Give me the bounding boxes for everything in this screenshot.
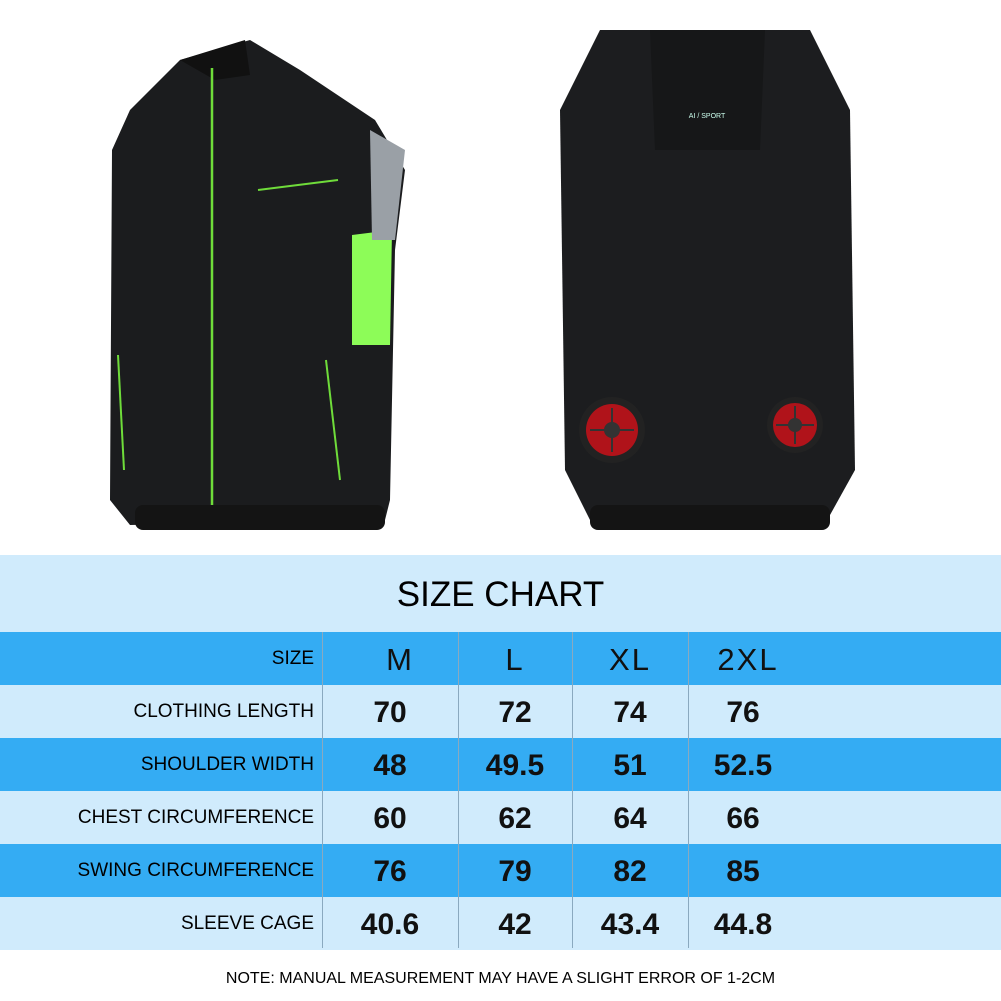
divider xyxy=(458,632,459,948)
row-value: 60 xyxy=(373,802,407,835)
row-value: 62 xyxy=(498,802,532,835)
row-value: 66 xyxy=(726,802,760,835)
row-value: 72 xyxy=(498,696,532,729)
row-value: 42 xyxy=(498,908,532,941)
row-label: SWING CIRCUMFERENCE xyxy=(77,860,314,881)
row-value: 82 xyxy=(613,855,647,888)
row-label: CHEST CIRCUMFERENCE xyxy=(77,807,314,828)
back-logo-text: AI / SPORT xyxy=(689,113,726,120)
size-chart: SIZE CHART SIZE M L XL 2XL CLOTHING LENG… xyxy=(0,555,1001,950)
row-value: 64 xyxy=(613,802,647,835)
row-value: 52.5 xyxy=(713,749,773,782)
measurement-note: NOTE: MANUAL MEASUREMENT MAY HAVE A SLIG… xyxy=(225,970,776,987)
row-label: SHOULDER WIDTH xyxy=(140,754,314,775)
size-m: M xyxy=(386,642,414,677)
row-value: 44.8 xyxy=(713,908,773,941)
row-value: 74 xyxy=(613,696,647,729)
size-header-row: SIZE M L XL 2XL xyxy=(0,632,1001,685)
row-value: 76 xyxy=(373,855,407,888)
size-2xl: 2XL xyxy=(717,642,779,677)
product-photos: AI / SPORT xyxy=(110,30,855,530)
size-chart-row: CLOTHING LENGTH 70 72 74 76 xyxy=(0,685,1001,738)
row-value: 79 xyxy=(498,855,532,888)
size-chart-row: CHEST CIRCUMFERENCE 60 62 64 66 xyxy=(0,791,1001,844)
size-l: L xyxy=(505,642,525,677)
fan-left-icon xyxy=(579,397,645,463)
vest-front-image xyxy=(110,40,405,530)
size-xl: XL xyxy=(609,642,651,677)
divider xyxy=(572,632,573,948)
row-label: CLOTHING LENGTH xyxy=(133,701,314,722)
row-value: 43.4 xyxy=(600,908,660,941)
row-value: 76 xyxy=(726,696,760,729)
size-chart-row: SWING CIRCUMFERENCE 76 79 82 85 xyxy=(0,844,1001,897)
row-value: 51 xyxy=(613,749,647,782)
row-value: 40.6 xyxy=(360,908,420,941)
fan-right-icon xyxy=(767,397,823,453)
vest-back-image: AI / SPORT xyxy=(560,30,855,530)
divider xyxy=(322,632,323,948)
row-value: 85 xyxy=(726,855,760,888)
divider xyxy=(688,632,689,948)
row-value: 49.5 xyxy=(485,749,545,782)
size-header-label: SIZE xyxy=(271,648,314,669)
row-value: 48 xyxy=(373,749,407,782)
size-chart-row: SLEEVE CAGE 40.6 42 43.4 44.8 xyxy=(0,897,1001,950)
size-chart-row: SHOULDER WIDTH 48 49.5 51 52.5 xyxy=(0,738,1001,791)
size-chart-title: SIZE CHART xyxy=(396,575,605,614)
row-value: 70 xyxy=(373,696,407,729)
row-label: SLEEVE CAGE xyxy=(180,913,314,934)
